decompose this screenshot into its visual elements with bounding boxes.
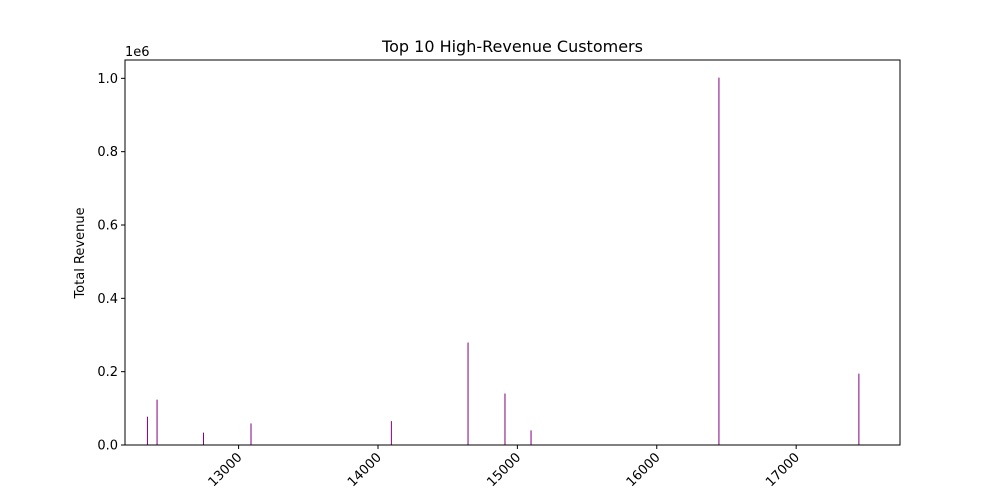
y-axis-offset-label: 1e6 [125, 45, 150, 60]
bar [390, 421, 392, 445]
y-tick-label: 0.8 [97, 145, 118, 160]
y-tick-label: 1.0 [97, 72, 118, 87]
bar [202, 432, 204, 445]
bar [858, 373, 860, 445]
bar [156, 399, 158, 445]
bar [718, 77, 720, 445]
bar [146, 416, 148, 445]
y-axis: 0.0 0.2 0.4 0.6 0.8 1.0 [97, 72, 125, 454]
chart-title: Top 10 High-Revenue Customers [381, 37, 643, 56]
plot-frame [124, 59, 901, 446]
bar [530, 430, 532, 445]
bars-group [146, 77, 860, 445]
bar [467, 342, 469, 445]
y-tick-label: 0.2 [97, 365, 118, 380]
y-tick-label: 0.4 [97, 292, 118, 307]
y-tick-label: 0.6 [97, 219, 118, 234]
bar [504, 393, 506, 445]
bar [250, 423, 252, 445]
y-tick-label: 0.0 [97, 439, 118, 454]
y-axis-label: Total Revenue [73, 207, 88, 299]
